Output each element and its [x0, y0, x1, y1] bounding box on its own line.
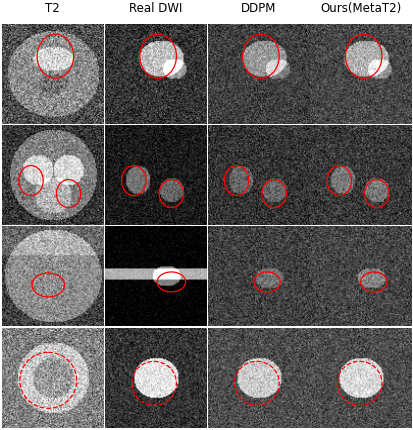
Text: Ours(MetaT2): Ours(MetaT2): [320, 3, 401, 15]
Text: T2: T2: [45, 3, 60, 15]
Text: DDPM: DDPM: [240, 3, 275, 15]
Text: Real DWI: Real DWI: [128, 3, 182, 15]
